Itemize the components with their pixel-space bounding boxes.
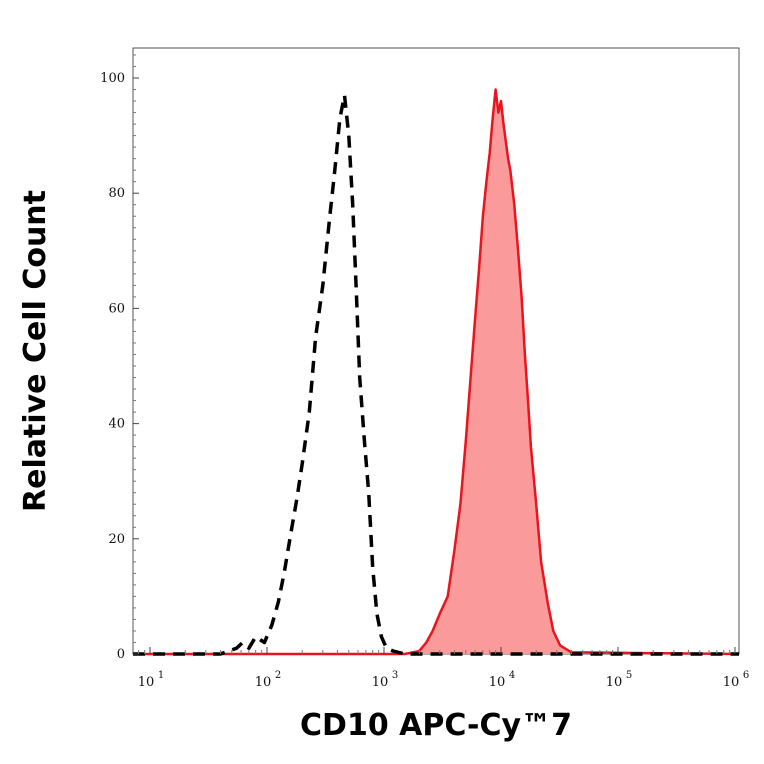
y-tick-label: 80 — [108, 186, 125, 201]
plot-frame — [132, 47, 740, 655]
x-tick-exponent: 1 — [158, 670, 164, 681]
x-tick-exponent: 6 — [743, 670, 749, 681]
series-line-dashed — [133, 93, 739, 656]
x-axis-ticks: 10 1 10 2 10 3 10 4 10 5 10 6 — [138, 647, 749, 690]
x-tick-label: 10 — [138, 675, 155, 690]
x-axis-title: CD10 APC-Cy™7 — [300, 708, 572, 743]
series-line-solid — [133, 88, 740, 656]
y-axis-ticks: 0 20 40 60 80 100 — [100, 54, 139, 662]
x-tick-exponent: 2 — [275, 670, 281, 681]
x-tick-label: 10 — [255, 675, 272, 690]
x-tick-label: 10 — [606, 675, 623, 690]
y-tick-label: 0 — [117, 647, 125, 662]
x-tick-label: 10 — [489, 675, 506, 690]
x-tick-label: 10 — [723, 675, 740, 690]
series-layer — [133, 88, 740, 656]
series-fill-area — [133, 89, 739, 654]
x-tick-exponent: 5 — [626, 670, 632, 681]
y-tick-label: 60 — [108, 301, 125, 316]
y-tick-label: 100 — [100, 71, 125, 86]
y-axis-title: Relative Cell Count — [18, 190, 53, 512]
x-tick-label: 10 — [372, 675, 389, 690]
y-tick-label: 20 — [108, 532, 125, 547]
x-tick-exponent: 3 — [392, 670, 398, 681]
x-tick-exponent: 4 — [509, 670, 515, 681]
y-tick-label: 40 — [108, 417, 125, 432]
